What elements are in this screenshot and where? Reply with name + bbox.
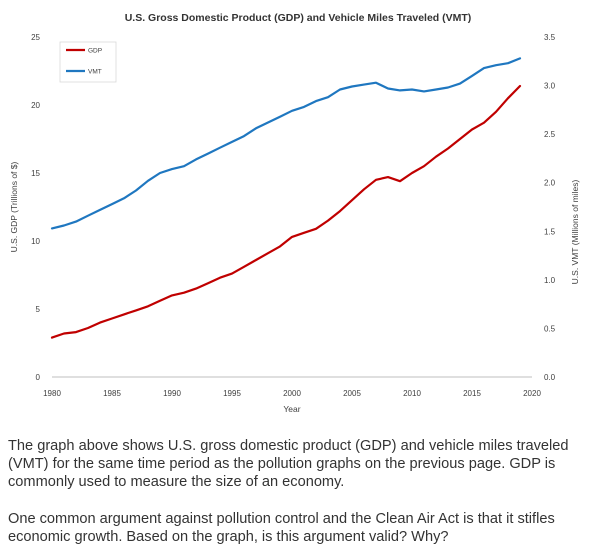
- gdp-vmt-line-chart: U.S. Gross Domestic Product (GDP) and Ve…: [9, 12, 580, 414]
- x-tick-label-2000: 2000: [283, 389, 301, 398]
- y-left-tick-label-10: 10: [31, 237, 40, 246]
- y-left-tick-label-5: 5: [36, 305, 41, 314]
- x-tick-label-1995: 1995: [223, 389, 241, 398]
- y-right-tick-label-1.5: 1.5: [544, 227, 556, 236]
- legend-label-gdp: GDP: [88, 48, 102, 55]
- x-tick-label-1985: 1985: [103, 389, 121, 398]
- series-line-vmt: [50, 57, 522, 230]
- y-right-tick-label-2.0: 2.0: [544, 179, 556, 188]
- y-left-axis-label: U.S. GDP (Trillions of $): [9, 161, 19, 252]
- legend-label-vmt: VMT: [88, 69, 102, 76]
- x-tick-label-1990: 1990: [163, 389, 181, 398]
- series-line-gdp: [50, 84, 522, 339]
- y-right-tick-label-3.0: 3.0: [544, 82, 556, 91]
- x-tick-label-2020: 2020: [523, 389, 541, 398]
- y-right-tick-label-0.0: 0.0: [544, 373, 556, 382]
- y-left-tick-label-0: 0: [36, 373, 41, 382]
- y-right-tick-label-0.5: 0.5: [544, 324, 556, 333]
- x-tick-label-1980: 1980: [43, 389, 61, 398]
- x-tick-label-2015: 2015: [463, 389, 481, 398]
- x-tick-label-2005: 2005: [343, 389, 361, 398]
- x-axis-label: Year: [283, 404, 300, 414]
- y-right-tick-label-1.0: 1.0: [544, 276, 556, 285]
- y-right-tick-label-2.5: 2.5: [544, 130, 556, 139]
- legend-box: [59, 41, 117, 83]
- caption-paragraph-1: The graph above shows U.S. gross domesti…: [8, 438, 569, 490]
- y-right-axis-label: U.S. VMT (Millions of miles): [570, 179, 580, 284]
- x-tick-label-2010: 2010: [403, 389, 421, 398]
- y-left-tick-label-25: 25: [31, 33, 40, 42]
- chart-container: U.S. Gross Domestic Product (GDP) and Ve…: [9, 12, 580, 414]
- y-left-tick-label-15: 15: [31, 169, 40, 178]
- caption-paragraph-2: One common argument against pollution co…: [8, 511, 555, 545]
- y-left-tick-label-20: 20: [31, 101, 40, 110]
- chart-title: U.S. Gross Domestic Product (GDP) and Ve…: [125, 12, 472, 24]
- y-right-tick-label-3.5: 3.5: [544, 33, 556, 42]
